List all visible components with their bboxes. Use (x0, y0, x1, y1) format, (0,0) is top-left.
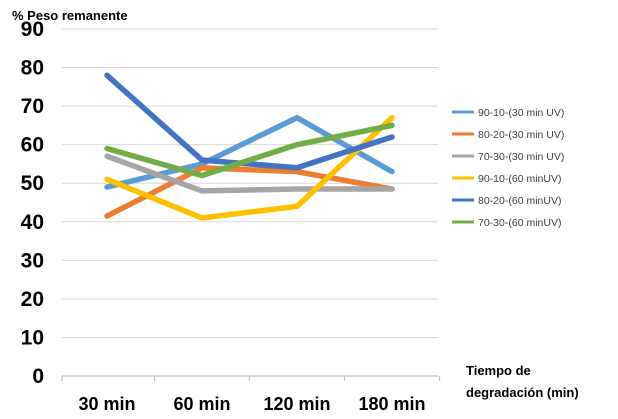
y-tick-label: 10 (21, 326, 44, 349)
series-line (104, 153, 395, 194)
y-tick-label: 30 (21, 249, 44, 272)
legend-item: 80-20-(60 minUV) (452, 195, 561, 207)
legend-item: 90-10-(30 min UV) (452, 107, 564, 119)
series-line (104, 114, 395, 221)
legend-label: 70-30-(60 minUV) (478, 217, 561, 229)
y-tick-label: 0 (32, 365, 44, 388)
y-tick-label: 40 (21, 211, 44, 234)
x-tick-label: 60 min (173, 394, 230, 414)
series-line (104, 122, 395, 179)
legend-label: 90-10-(30 min UV) (478, 107, 564, 119)
y-tick-label: 80 (21, 57, 44, 80)
legend-label: 80-20-(30 min UV) (478, 129, 564, 141)
legend: 90-10-(30 min UV) 80-20-(30 min UV) 70-30-… (452, 107, 564, 229)
legend-item: 90-10-(60 minUV) (452, 173, 561, 185)
series-line (104, 165, 395, 219)
x-tick-label: 180 min (358, 394, 425, 414)
x-tick-label: 120 min (263, 394, 330, 414)
legend-label: 70-30-(30 min UV) (478, 151, 564, 163)
y-tick-label: 70 (21, 95, 44, 118)
legend-label: 80-20-(60 minUV) (478, 195, 561, 207)
y-axis-title: % Peso remanente (12, 8, 128, 23)
series-lines (104, 72, 395, 221)
series-line (104, 72, 395, 171)
y-tick-label: 60 (21, 134, 44, 157)
x-axis-ticks (61, 376, 441, 381)
x-axis-title-line-2: degradación (min) (466, 385, 579, 400)
x-tick-label: 30 min (78, 394, 135, 414)
x-axis-tick-labels: 30 min 60 min 120 min 180 min (78, 394, 425, 414)
y-tick-label: 20 (21, 288, 44, 311)
y-tick-label: 50 (21, 172, 44, 195)
y-tick-label: 90 (21, 18, 44, 41)
legend-label: 90-10-(60 minUV) (478, 173, 561, 185)
legend-item: 80-20-(30 min UV) (452, 129, 564, 141)
legend-item: 70-30-(60 minUV) (452, 217, 561, 229)
x-axis-title-line-1: Tiempo de (466, 363, 531, 378)
legend-item: 70-30-(30 min UV) (452, 151, 564, 163)
y-axis-tick-labels: 0 10 20 30 40 50 60 70 80 90 (21, 18, 44, 388)
